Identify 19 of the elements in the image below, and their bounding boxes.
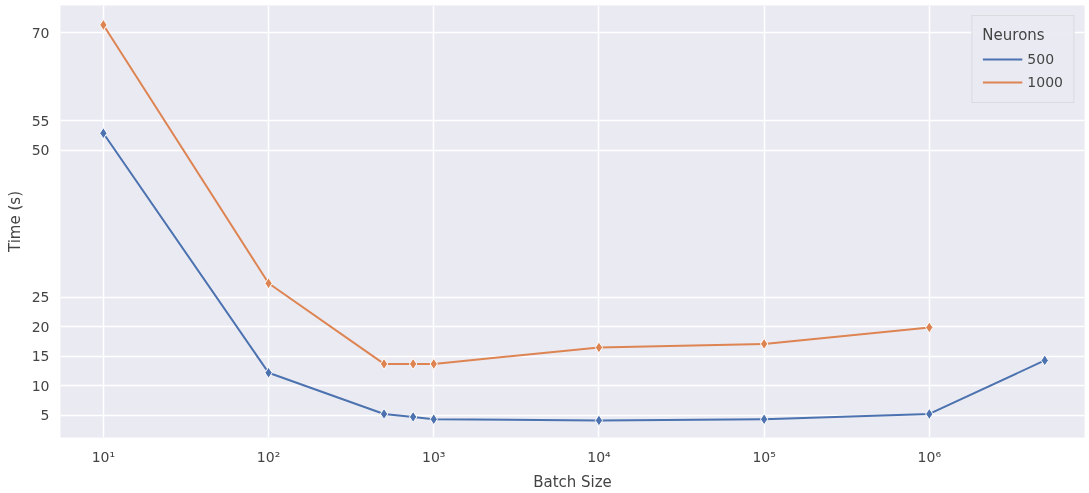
x-axis-title: Batch Size: [533, 472, 612, 491]
x-tick-label: 10⁵: [752, 448, 776, 465]
y-tick-label: 25: [31, 289, 50, 306]
x-tick-label: 10¹: [91, 448, 116, 465]
legend-label: 500: [1027, 51, 1055, 67]
x-tick-label: 10³: [422, 448, 446, 465]
y-axis-title: Time (s): [5, 191, 24, 253]
y-tick-label: 50: [31, 142, 50, 159]
x-tick-label: 10²: [256, 448, 281, 465]
y-tick-label: 15: [31, 348, 50, 365]
y-tick-label: 5: [40, 407, 50, 424]
y-tick-label: 10: [31, 377, 50, 394]
x-tick-label: 10⁴: [587, 448, 612, 465]
x-tick-label: 10⁶: [917, 448, 942, 465]
y-tick-label: 20: [31, 318, 50, 335]
y-tick-label: 70: [31, 24, 50, 41]
y-tick-label: 55: [31, 112, 50, 129]
legend-title: Neurons: [982, 26, 1046, 44]
legend-label: 1000: [1027, 74, 1063, 90]
